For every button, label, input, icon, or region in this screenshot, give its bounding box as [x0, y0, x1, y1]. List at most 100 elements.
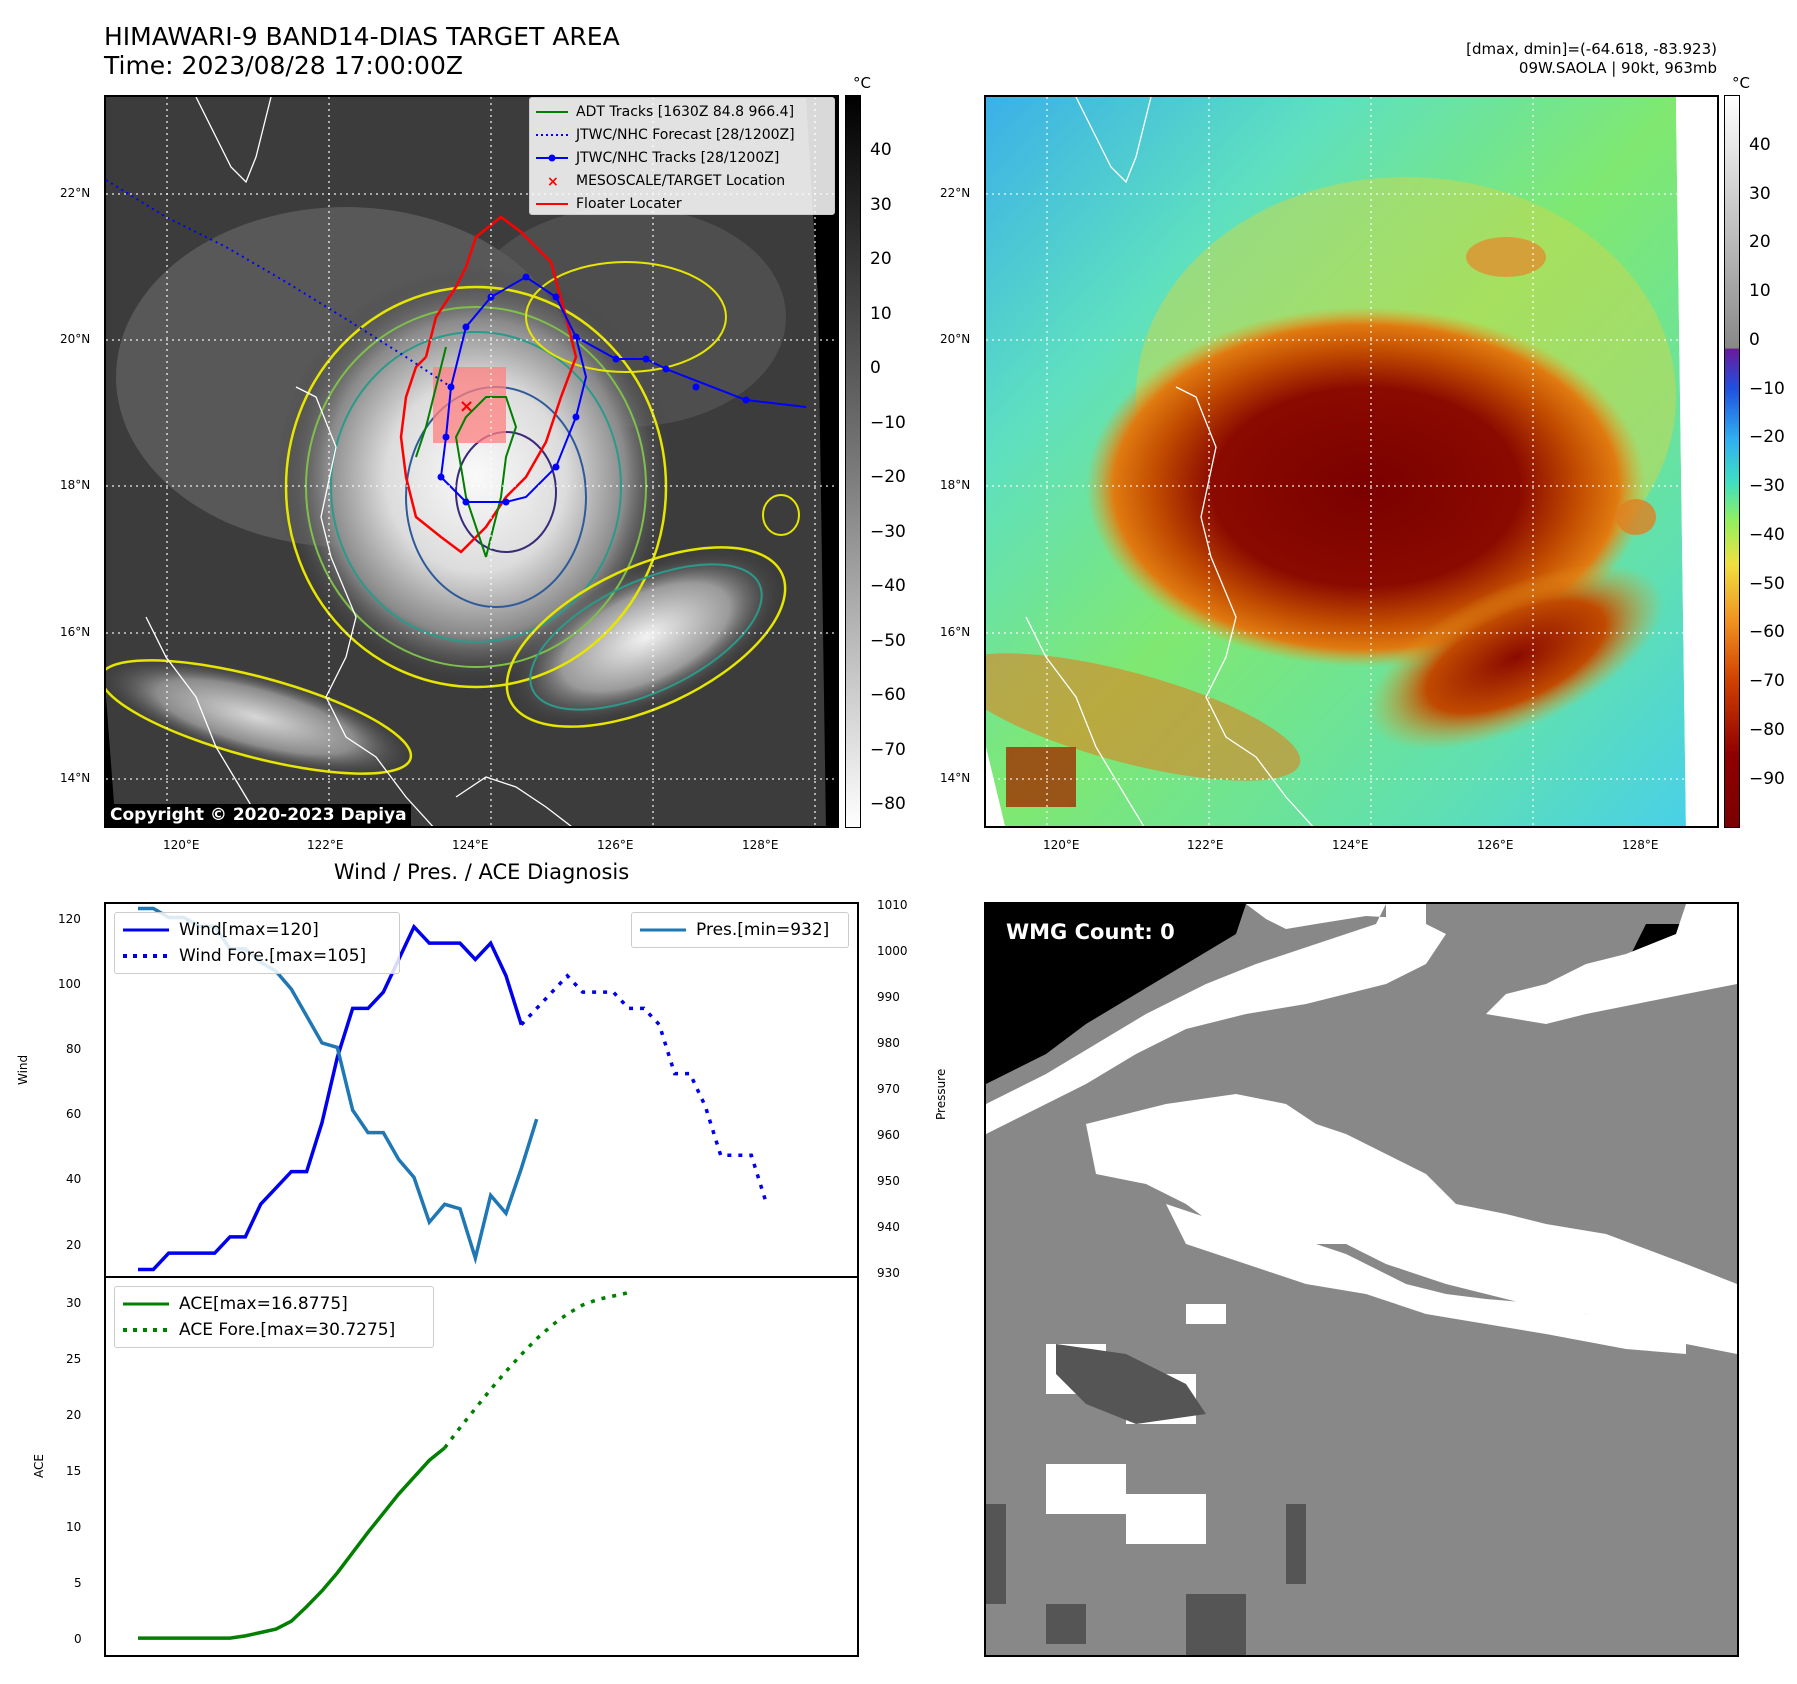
tr-cb-tick: −50 [1749, 574, 1785, 594]
tl-cb-tick: 0 [870, 358, 881, 378]
tl-cb-tick: −40 [870, 576, 906, 596]
pres-tick: 1000 [877, 944, 908, 958]
wmg-panel: WMG Count: 0 [984, 902, 1739, 1657]
wind-tick: 60 [66, 1107, 82, 1121]
ace-tick: 0 [74, 1632, 82, 1646]
legend-forecast-label: JTWC/NHC Forecast [28/1200Z] [576, 126, 795, 143]
legend-adt-label: ADT Tracks [1630Z 84.8 966.4] [576, 103, 795, 120]
tl-lon-120: 120°E [163, 838, 200, 852]
ace-tick: 15 [66, 1464, 82, 1478]
pres-tick: 960 [877, 1128, 900, 1142]
legend-adt-tracks: ADT Tracks [1630Z 84.8 966.4] [534, 100, 830, 123]
tr-lon-124: 124°E [1332, 838, 1369, 852]
pres-tick: 980 [877, 1036, 900, 1050]
ace-tick: 25 [66, 1352, 82, 1366]
legend-jtwc-forecast: JTWC/NHC Forecast [28/1200Z] [534, 123, 830, 146]
x-marker-icon: × [547, 175, 559, 187]
pres-tick: 950 [877, 1174, 900, 1188]
ace-svg [138, 1290, 630, 1640]
pres-tick: 930 [877, 1266, 900, 1280]
ace-tick: 30 [66, 1296, 82, 1310]
tr-cb-tick: −20 [1749, 427, 1785, 447]
pres-legend: Pres.[min=932] [631, 912, 849, 948]
pres-tick: 1010 [877, 898, 908, 912]
tl-lon-128: 128°E [742, 838, 779, 852]
legend-floater: Floater Locater [534, 192, 830, 215]
ace-fore-line-icon [123, 1328, 169, 1332]
legend-floater-label: Floater Locater [576, 195, 682, 212]
copyright-badge: Copyright © 2020-2023 Dapiya [106, 804, 411, 826]
legend-wind-fore-label: Wind Fore.[max=105] [179, 946, 367, 966]
tr-colorbar [1724, 95, 1740, 828]
floater-line-icon [536, 202, 568, 205]
series-line-wind-fore- [520, 973, 769, 1205]
legend-ace-fore-label: ACE Fore.[max=30.7275] [179, 1320, 396, 1340]
ace-chart: ACE[max=16.8775] ACE Fore.[max=30.7275] [104, 1276, 859, 1657]
wind-tick: 80 [66, 1042, 82, 1056]
pres-tick: 940 [877, 1220, 900, 1234]
tr-cb-tick: 20 [1749, 232, 1771, 252]
legend-wind: Wind[max=120] [121, 917, 393, 943]
tr-lat-18: 18°N [940, 478, 971, 492]
pres-line-icon [640, 928, 686, 932]
tl-cb-tick: 40 [870, 140, 892, 160]
legend-tracks-label: JTWC/NHC Tracks [28/1200Z] [576, 149, 780, 166]
tracks-line-marker-icon [536, 154, 568, 161]
ace-line-icon [123, 1302, 169, 1306]
tl-cb-tick: 30 [870, 195, 892, 215]
copyright-text: Copyright © 2020-2023 Dapiya [110, 805, 407, 825]
tr-lon-120: 120°E [1043, 838, 1080, 852]
tr-cb-tick: −40 [1749, 525, 1785, 545]
forecast-dotted-line-icon [536, 133, 568, 136]
legend-pres-label: Pres.[min=932] [696, 920, 830, 940]
tl-lat-22: 22°N [60, 186, 91, 200]
tr-cb-tick: 40 [1749, 135, 1771, 155]
tr-cb-tick: −70 [1749, 671, 1785, 691]
top-right-header-line1: [dmax, dmin]=(-64.618, -83.923) [1466, 40, 1717, 58]
tl-cb-tick: −20 [870, 467, 906, 487]
enhanced-ir-image [986, 97, 1717, 826]
tr-lat-14: 14°N [940, 771, 971, 785]
tr-cb-tick: −60 [1749, 622, 1785, 642]
ir-image-panel: × ADT Tracks [1630Z 84.8 966.4] JTWC/NHC… [104, 95, 839, 828]
tl-lat-16: 16°N [60, 625, 91, 639]
ace-tick: 20 [66, 1408, 82, 1422]
pres-tick: 990 [877, 990, 900, 1004]
tl-lon-124: 124°E [452, 838, 489, 852]
series-line-ace-fore- [443, 1290, 630, 1449]
tr-cb-tick: −30 [1749, 476, 1785, 496]
adt-line-icon [536, 110, 568, 113]
ace-legend: ACE[max=16.8775] ACE Fore.[max=30.7275] [114, 1286, 434, 1348]
tl-lat-20: 20°N [60, 332, 91, 346]
legend-ace: ACE[max=16.8775] [121, 1291, 427, 1317]
wind-axis-label: Wind [16, 1054, 30, 1085]
legend-ace-fore: ACE Fore.[max=30.7275] [121, 1317, 427, 1343]
tl-cb-tick: −80 [870, 794, 906, 814]
legend-target-location: × MESOSCALE/TARGET Location [534, 169, 830, 192]
tr-cb-tick: 10 [1749, 281, 1771, 301]
tr-cb-tick: 0 [1749, 330, 1760, 350]
series-line-wind [138, 923, 524, 1272]
legend-ace-label: ACE[max=16.8775] [179, 1294, 348, 1314]
diagnosis-title: Wind / Pres. / ACE Diagnosis [333, 860, 630, 884]
wind-tick: 40 [66, 1172, 82, 1186]
wind-line-icon [123, 928, 169, 932]
tl-cb-tick: −70 [870, 740, 906, 760]
tl-cb-tick: −50 [870, 631, 906, 651]
wind-tick: 120 [58, 912, 81, 926]
wind-pres-chart: Wind[max=120] Wind Fore.[max=105] Pres.[… [104, 902, 859, 1278]
track-legend: ADT Tracks [1630Z 84.8 966.4] JTWC/NHC F… [529, 97, 835, 215]
wind-legend: Wind[max=120] Wind Fore.[max=105] [114, 912, 400, 974]
ace-axis-label: ACE [32, 1454, 46, 1478]
legend-jtwc-tracks: JTWC/NHC Tracks [28/1200Z] [534, 146, 830, 169]
top-left-title-line1: HIMAWARI-9 BAND14-DIAS TARGET AREA [104, 22, 620, 51]
tl-lon-126: 126°E [597, 838, 634, 852]
tr-cb-tick: −90 [1749, 769, 1785, 789]
tr-cb-tick: −10 [1749, 379, 1785, 399]
tr-lat-22: 22°N [940, 186, 971, 200]
tr-cb-tick: −80 [1749, 720, 1785, 740]
tl-lat-18: 18°N [60, 478, 91, 492]
legend-pres: Pres.[min=932] [638, 917, 842, 943]
series-line-ace [138, 1446, 446, 1640]
pres-tick: 970 [877, 1082, 900, 1096]
